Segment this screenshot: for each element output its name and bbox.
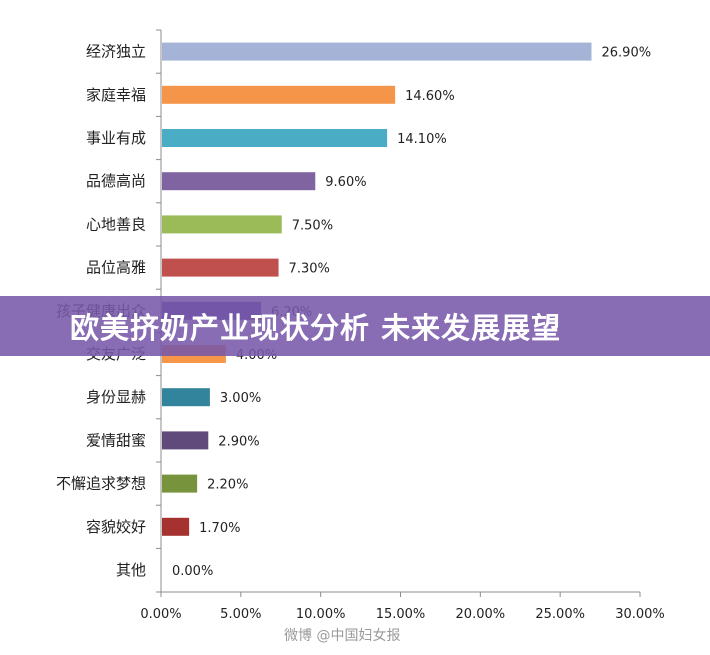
category-label: 事业有成 [86, 129, 146, 147]
category-label: 心地善良 [86, 215, 146, 233]
value-label: 2.90% [218, 434, 259, 449]
title-banner: 欧美挤奶产业现状分析 未来发展展望 [0, 296, 710, 356]
x-tick-label: 30.00% [615, 607, 665, 622]
category-label: 身份显赫 [86, 388, 146, 406]
value-label: 7.50% [292, 218, 333, 233]
category-label: 经济独立 [86, 43, 146, 61]
x-tick-label: 15.00% [376, 607, 426, 622]
value-label: 14.10% [397, 132, 447, 147]
value-label: 9.60% [325, 175, 366, 190]
value-label: 2.20% [207, 478, 248, 493]
bar [162, 474, 198, 493]
watermark-text: 微博 @中国妇女报 [284, 628, 401, 644]
bar [162, 129, 388, 147]
category-label: 家庭幸福 [86, 86, 146, 104]
x-tick-label: 0.00% [140, 607, 181, 622]
bar [162, 172, 316, 191]
x-tick-label: 20.00% [456, 607, 506, 622]
bar [162, 215, 282, 234]
bar [162, 388, 210, 407]
bar [162, 42, 592, 61]
category-label: 品位高雅 [86, 259, 146, 277]
x-tick-label: 5.00% [220, 607, 261, 622]
bar [162, 85, 396, 104]
value-label: 3.00% [220, 391, 261, 406]
value-label: 1.70% [199, 521, 240, 536]
value-label: 26.90% [602, 46, 652, 61]
value-label: 7.30% [289, 262, 330, 277]
x-tick-label: 25.00% [535, 607, 585, 622]
category-label: 不懈追求梦想 [56, 475, 146, 493]
category-label: 品德高尚 [86, 172, 146, 190]
bar [162, 517, 190, 536]
bar [162, 431, 209, 450]
x-tick-label: 10.00% [296, 607, 346, 622]
banner-title: 欧美挤奶产业现状分析 未来发展展望 [70, 311, 562, 345]
bar [162, 258, 279, 277]
category-label: 爱情甜蜜 [86, 431, 146, 449]
value-label: 14.60% [405, 89, 455, 104]
category-label: 其他 [116, 561, 146, 579]
value-label: 0.00% [172, 564, 213, 579]
category-label: 容貌姣好 [86, 518, 146, 536]
